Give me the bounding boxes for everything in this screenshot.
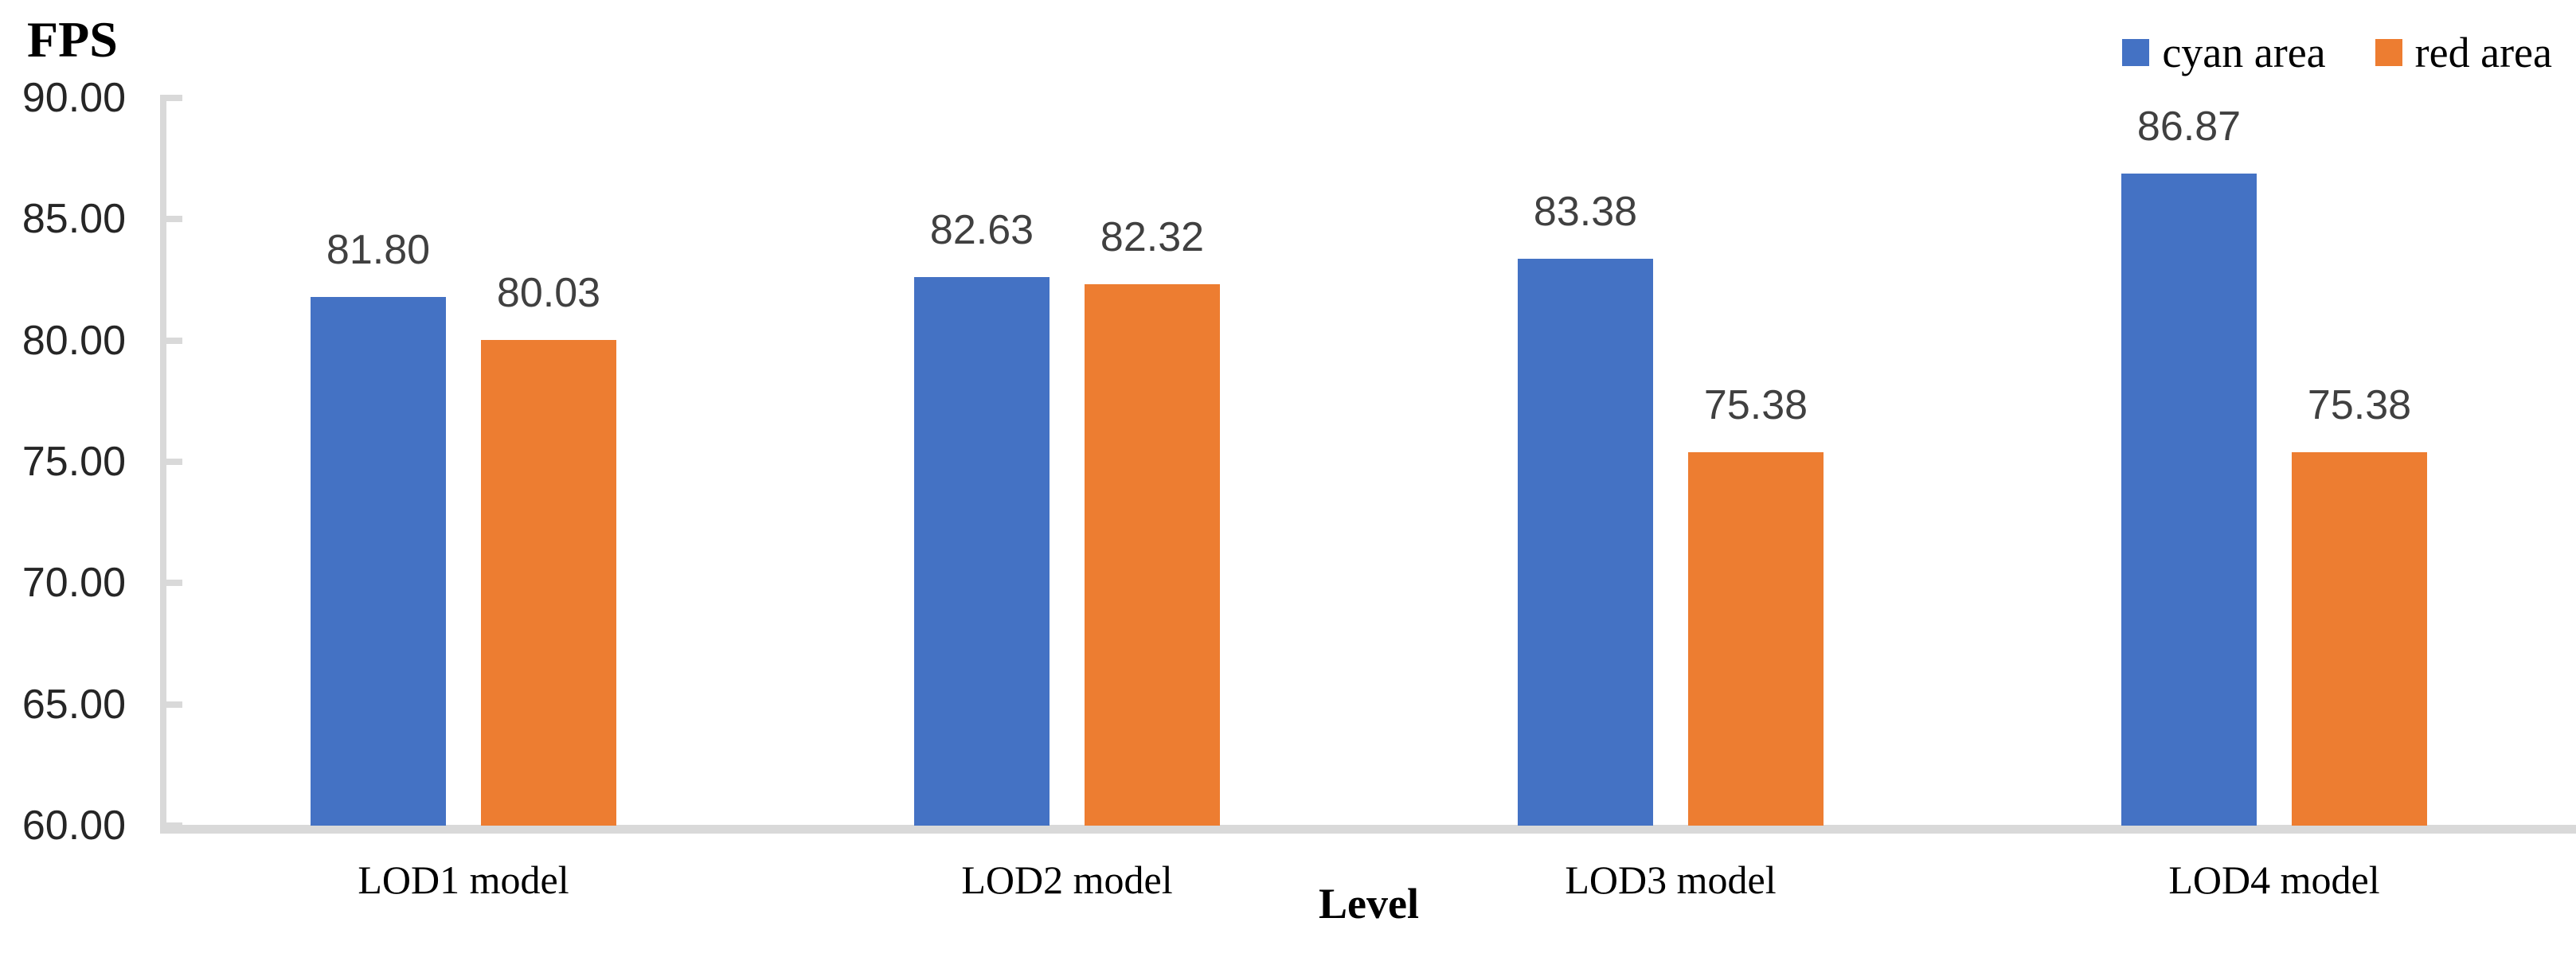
- y-axis-tick: [162, 337, 182, 344]
- legend-swatch-cyan-area: [2122, 39, 2150, 66]
- x-axis-category-label: LOD2 model: [961, 857, 1173, 902]
- x-axis-title: Level: [1319, 880, 1419, 928]
- y-axis-tick: [162, 701, 182, 708]
- bar-value-label: 83.38: [1533, 188, 1638, 235]
- y-axis-tick-label: 75.00: [21, 439, 126, 485]
- legend-label: cyan area: [2162, 29, 2326, 76]
- y-axis-tick: [162, 822, 182, 829]
- legend-item-cyan-area: cyan area: [2122, 29, 2326, 76]
- bar-value-label: 80.03: [496, 269, 601, 316]
- bar-red-area-lod1-model: [481, 339, 616, 826]
- bar-value-label: 75.38: [1703, 382, 1808, 429]
- y-axis-tick-label: 60.00: [21, 803, 126, 849]
- x-axis-category-label: LOD1 model: [358, 857, 569, 902]
- y-axis-tick: [162, 95, 182, 101]
- bar-cyan-area-lod3-model: [1518, 258, 1653, 826]
- legend: cyan area red area: [2122, 29, 2552, 76]
- legend-item-red-area: red area: [2375, 29, 2552, 76]
- bar-red-area-lod3-model: [1688, 452, 1824, 826]
- y-axis-tick: [162, 580, 182, 587]
- legend-label: red area: [2414, 29, 2552, 76]
- y-axis-title: FPS: [27, 11, 118, 68]
- bar-value-label: 81.80: [326, 226, 431, 273]
- bar-value-label: 86.87: [2136, 104, 2242, 150]
- y-axis-tick: [162, 216, 182, 223]
- bar-cyan-area-lod4-model: [2121, 174, 2257, 826]
- x-axis-category-label: LOD3 model: [1565, 857, 1777, 902]
- x-axis-category-label: LOD4 model: [2168, 857, 2380, 902]
- bar-cyan-area-lod2-model: [914, 276, 1050, 826]
- x-axis-baseline: [160, 825, 2576, 834]
- y-axis-tick-label: 85.00: [21, 196, 126, 243]
- y-axis-tick: [162, 459, 182, 465]
- bar-value-label: 82.32: [1100, 213, 1205, 260]
- y-axis-tick-label: 65.00: [21, 681, 126, 728]
- y-axis-tick-label: 80.00: [21, 317, 126, 364]
- legend-swatch-red-area: [2375, 39, 2402, 66]
- y-axis-tick-label: 70.00: [21, 560, 126, 607]
- bar-red-area-lod4-model: [2292, 452, 2427, 826]
- y-axis-tick-label: 90.00: [21, 75, 126, 121]
- bar-value-label: 82.63: [929, 206, 1034, 253]
- bar-red-area-lod2-model: [1085, 283, 1220, 826]
- bar-cyan-area-lod1-model: [311, 296, 446, 826]
- bar-value-label: 75.38: [2307, 382, 2412, 429]
